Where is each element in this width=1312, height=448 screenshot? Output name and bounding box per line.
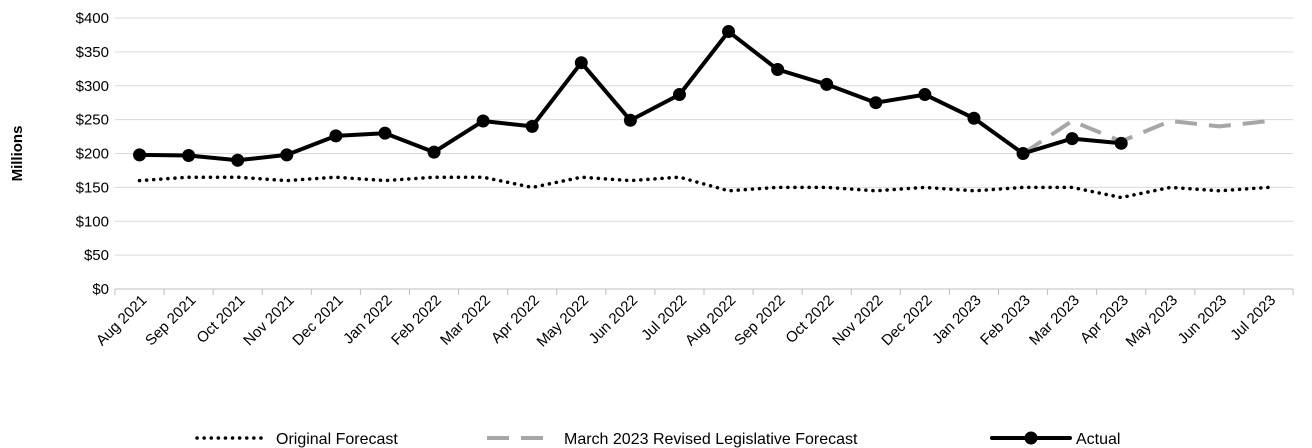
y-tick-label: $100 (76, 213, 109, 230)
legend-label-1: March 2023 Revised Legislative Forecast (564, 431, 858, 448)
y-tick-label: $350 (76, 44, 109, 61)
y-tick-label: $200 (76, 146, 109, 163)
legend-label-2: Actual (1076, 431, 1120, 448)
data-point (378, 126, 392, 140)
x-tick-label: Aug 2022 (682, 292, 739, 349)
x-tick-label: Jun 2022 (586, 292, 642, 348)
x-tick-label: Feb 2023 (977, 292, 1034, 349)
data-point (967, 111, 981, 125)
x-tick-label: Jul 2023 (1227, 292, 1279, 344)
y-tick-label: $150 (76, 179, 109, 196)
y-tick-label: $250 (76, 112, 109, 129)
data-point (820, 77, 834, 91)
legend-marker (1024, 431, 1038, 445)
y-tick-label: $400 (76, 10, 109, 27)
series-markers (133, 25, 1128, 167)
x-tick-label: Feb 2022 (388, 292, 445, 349)
data-point (280, 148, 294, 162)
y-tick-label: $300 (76, 78, 109, 95)
data-point (231, 153, 245, 167)
x-tick-label: Dec 2022 (878, 292, 935, 349)
series-lines (137, 29, 1271, 200)
x-tick-label: May 2023 (1123, 292, 1182, 351)
y-tick-label: $50 (84, 247, 109, 264)
x-tick-label: Mar 2023 (1026, 292, 1083, 349)
x-tick-label: May 2022 (534, 292, 593, 351)
series-line-1 (1021, 119, 1269, 156)
x-tick-label: Sep 2022 (731, 292, 788, 349)
data-point (329, 129, 343, 143)
data-point (722, 25, 736, 39)
y-tick-label: $0 (92, 281, 109, 298)
data-point (623, 113, 637, 127)
gridlines (115, 17, 1293, 290)
series-line-2 (137, 29, 1124, 163)
data-point (771, 62, 785, 76)
data-point (574, 56, 588, 70)
data-point (1065, 132, 1079, 146)
data-point (525, 119, 539, 133)
x-tick-label: Nov 2022 (829, 292, 886, 349)
x-tick-label: Jan 2023 (929, 292, 985, 348)
series-line-0 (137, 175, 1271, 200)
data-point (672, 88, 686, 102)
legend-label-0: Original Forecast (276, 431, 398, 448)
data-point (182, 149, 196, 163)
data-point (427, 145, 441, 159)
data-point (918, 88, 932, 102)
x-tick-label: Nov 2021 (240, 292, 297, 349)
y-axis-title: Millions (9, 126, 26, 182)
data-point (869, 96, 883, 110)
x-axis (114, 288, 1294, 295)
data-point (1016, 147, 1030, 160)
x-tick-label: Mar 2022 (437, 292, 494, 349)
x-tick-label: Aug 2021 (93, 292, 150, 349)
x-tick-label: Jun 2023 (1175, 292, 1231, 348)
data-point (476, 114, 490, 128)
x-tick-label: Sep 2021 (142, 292, 199, 349)
y-axis-ticks: $0 $50 $100 $150 $200 $250 $300 $350 $400 (76, 10, 109, 298)
legend: Original Forecast March 2023 Revised Legi… (195, 431, 1120, 448)
x-tick-label: Dec 2021 (289, 292, 346, 349)
x-tick-label: Jan 2022 (340, 292, 396, 348)
data-point (1114, 136, 1128, 150)
data-point (133, 148, 147, 162)
